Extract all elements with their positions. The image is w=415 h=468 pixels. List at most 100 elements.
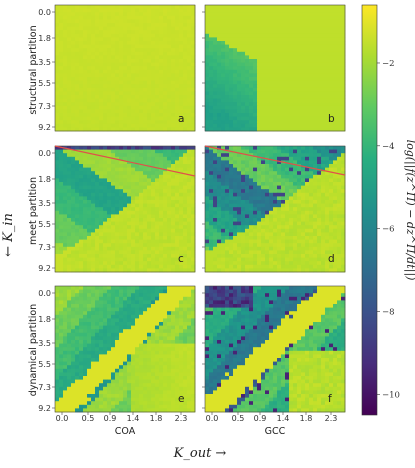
heatmap-cell <box>59 214 64 219</box>
heatmap-cell <box>261 44 266 49</box>
heatmap-cell <box>67 69 72 74</box>
heatmap-cell <box>123 196 128 201</box>
heatmap-cell <box>79 218 84 222</box>
heatmap-cell <box>277 98 282 103</box>
heatmap-cell <box>245 77 250 81</box>
heatmap-cell <box>151 210 156 215</box>
heatmap-cell <box>305 37 310 42</box>
heatmap-cell <box>127 116 132 121</box>
heatmap-cell <box>55 30 60 35</box>
heatmap-cell <box>175 257 180 262</box>
heatmap-cell <box>107 174 112 179</box>
heatmap-cell <box>277 26 282 31</box>
heatmap-cell <box>131 232 136 237</box>
heatmap-cell <box>75 189 80 194</box>
heatmap-cell <box>103 264 108 269</box>
heatmap-cell <box>91 127 96 132</box>
heatmap-cell <box>155 15 160 20</box>
heatmap-cell <box>143 73 148 78</box>
heatmap-cell <box>217 62 222 67</box>
heatmap-cell <box>55 156 60 161</box>
heatmap-cell <box>281 207 286 212</box>
heatmap-cell <box>167 116 172 121</box>
heatmap-cell <box>273 116 278 121</box>
heatmap-cell <box>253 51 258 56</box>
heatmap-cell <box>67 102 72 107</box>
heatmap-cell <box>135 261 140 266</box>
heatmap-cell <box>155 200 160 204</box>
heatmap-cell <box>55 178 60 183</box>
heatmap-cell <box>103 62 108 67</box>
heatmap-cell <box>59 91 64 96</box>
heatmap-cell <box>159 214 164 219</box>
heatmap-cell <box>119 174 124 179</box>
heatmap-cell <box>305 203 310 208</box>
heatmap-cell <box>225 153 230 158</box>
heatmap-cell <box>163 84 168 89</box>
heatmap-cell <box>301 146 306 150</box>
heatmap-cell <box>127 286 132 290</box>
heatmap-cell <box>333 156 338 161</box>
heatmap-cell <box>209 26 214 31</box>
heatmap-cell <box>269 77 274 81</box>
heatmap-cell <box>253 149 258 154</box>
heatmap-cell <box>329 59 334 63</box>
heatmap-cell <box>187 87 192 92</box>
heatmap-cell <box>225 91 230 96</box>
heatmap-cell <box>237 250 242 255</box>
heatmap-cell <box>67 182 72 186</box>
heatmap-cell <box>147 156 152 161</box>
heatmap-cell <box>257 87 262 92</box>
heatmap-cell <box>253 113 258 117</box>
heatmap-cell <box>87 91 92 96</box>
heatmap-cell <box>265 127 270 132</box>
heatmap-cell <box>123 91 128 96</box>
heatmap-cell <box>317 5 322 9</box>
heatmap-cell <box>143 236 148 240</box>
heatmap-cell <box>59 8 64 13</box>
heatmap-cell <box>179 37 184 42</box>
heatmap-cell <box>245 221 250 226</box>
heatmap-cell <box>329 44 334 49</box>
heatmap-cell <box>163 41 168 45</box>
heatmap-cell <box>285 218 290 222</box>
heatmap-cell <box>191 69 196 74</box>
heatmap-cell <box>99 189 104 194</box>
heatmap-cell <box>229 239 234 244</box>
heatmap-cell <box>245 218 250 222</box>
heatmap-cell <box>301 127 306 132</box>
heatmap-cell <box>187 105 192 110</box>
heatmap-cell <box>209 62 214 67</box>
heatmap-cell <box>87 127 92 132</box>
heatmap-cell <box>293 257 298 262</box>
heatmap-cell <box>143 261 148 266</box>
heatmap-cell <box>241 185 246 190</box>
heatmap-cell <box>253 257 258 262</box>
heatmap-cell <box>67 246 72 251</box>
heatmap-cell <box>119 26 124 31</box>
heatmap-cell <box>95 146 100 150</box>
heatmap-cell <box>183 84 188 89</box>
heatmap-cell <box>55 102 60 107</box>
heatmap-cell <box>317 232 322 237</box>
heatmap-cell <box>213 164 218 168</box>
heatmap-cell <box>63 257 68 262</box>
heatmap-cell <box>257 236 262 240</box>
heatmap-cell <box>229 192 234 197</box>
heatmap-cell <box>111 80 116 85</box>
heatmap-cell <box>225 98 230 103</box>
heatmap-cell <box>159 12 164 17</box>
heatmap-cell <box>205 207 210 212</box>
heatmap-cell <box>107 37 112 42</box>
heatmap-cell <box>269 236 274 240</box>
heatmap-cell <box>107 182 112 186</box>
heatmap-cell <box>103 218 108 222</box>
heatmap-cell <box>261 243 266 248</box>
heatmap-cell <box>91 105 96 110</box>
heatmap-cell <box>257 123 262 128</box>
heatmap-cell <box>155 214 160 219</box>
heatmap-cell <box>289 167 294 172</box>
heatmap-cell <box>293 264 298 269</box>
heatmap-cell <box>87 120 92 125</box>
heatmap-cell <box>163 23 168 27</box>
